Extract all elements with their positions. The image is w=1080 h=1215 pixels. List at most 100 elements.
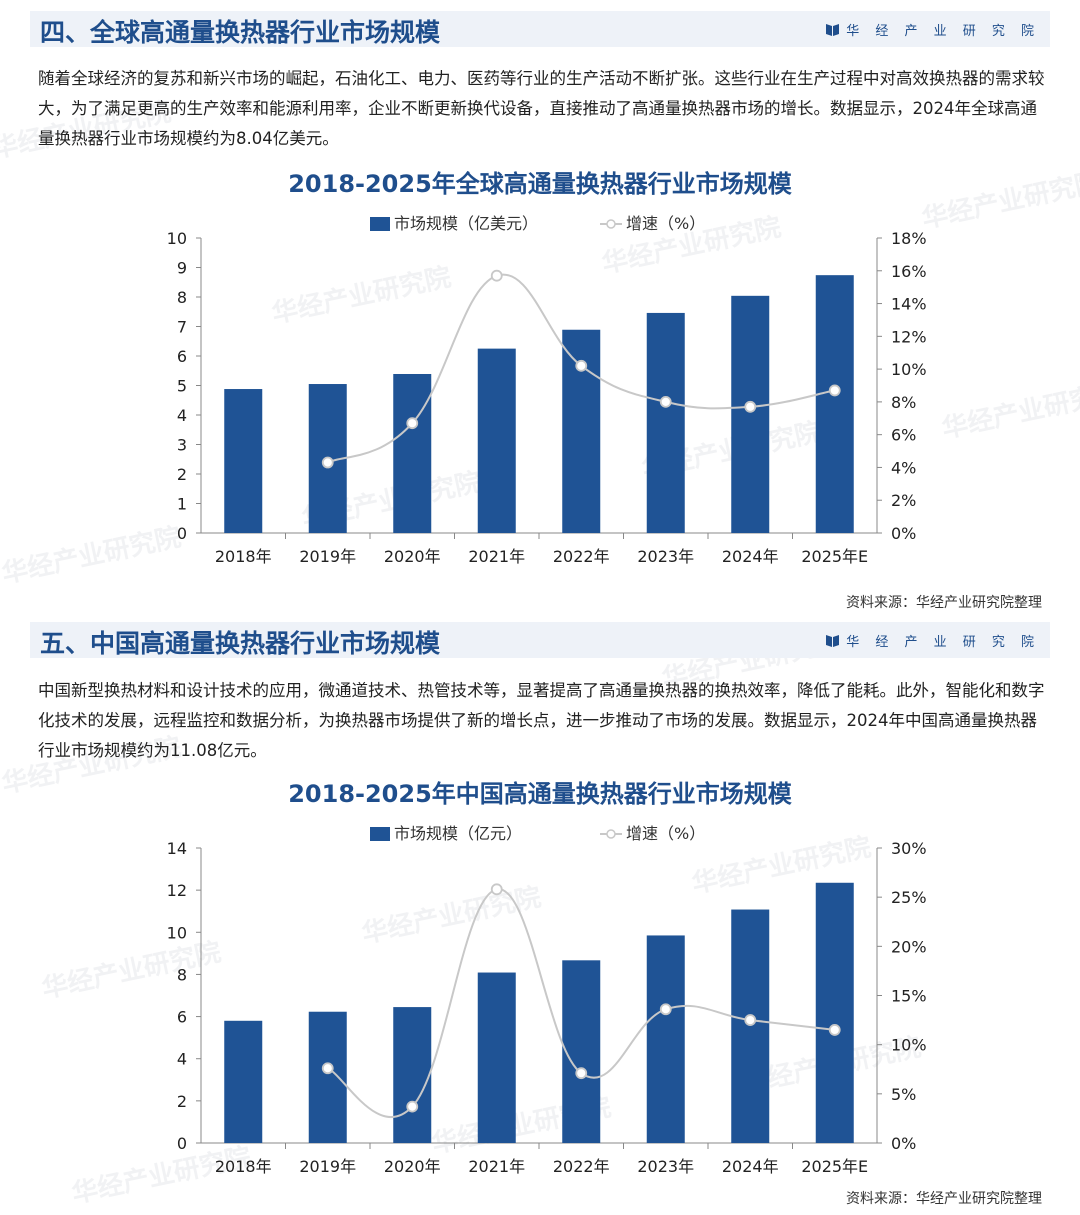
source-note: 资料来源：华经产业研究院整理	[846, 1191, 1042, 1207]
y-left-tick-label: 9	[177, 259, 187, 278]
legend-label-line: 增速（%）	[626, 214, 705, 233]
legend-swatch-bar	[370, 217, 390, 231]
y-right-tick-label: 10%	[891, 360, 927, 379]
y-right-tick-label: 10%	[891, 1036, 927, 1055]
bar	[562, 960, 601, 1143]
x-tick-label: 2023年	[637, 547, 694, 566]
x-tick-label: 2022年	[553, 1157, 610, 1176]
x-tick-label: 2023年	[637, 1157, 694, 1176]
bar	[224, 389, 263, 533]
section-header-china: 五、中国高通量换热器行业市场规模 华 经 产 业 研 究 院	[30, 622, 1050, 658]
chart-title: 2018-2025年中国高通量换热器行业市场规模	[288, 780, 792, 808]
source-note: 资料来源：华经产业研究院整理	[846, 595, 1042, 611]
bar	[731, 909, 770, 1143]
bar	[477, 348, 516, 533]
chart-legend: 市场规模（亿美元） 增速（%）	[370, 214, 705, 233]
x-tick-label: 2020年	[384, 547, 441, 566]
china-market-chart: 市场规模（亿元） 增速（%） 0 2 4 6 8 10 12 14 0% 5% 10% 15% 20% 25%…	[167, 824, 927, 1176]
y-left-tick-label: 0	[177, 524, 187, 543]
y-right-tick-label: 8%	[891, 393, 916, 412]
bar	[731, 295, 770, 533]
y-left-tick-label: 7	[177, 318, 187, 337]
brand-label: 华 经 产 业 研 究 院	[826, 20, 1040, 39]
bar	[477, 972, 516, 1143]
legend-label-bar: 市场规模（亿美元）	[394, 214, 538, 233]
x-tick-label: 2021年	[468, 1157, 525, 1176]
bar	[646, 935, 685, 1143]
growth-point	[659, 395, 672, 408]
x-tick-label: 2024年	[722, 1157, 779, 1176]
growth-point	[321, 1062, 334, 1075]
y-left-tick-label: 6	[177, 347, 187, 366]
y-right-tick-label: 18%	[891, 229, 927, 248]
book-logo-icon	[826, 24, 840, 36]
growth-point	[828, 1024, 841, 1036]
x-tick-label: 2019年	[299, 1157, 356, 1176]
bar	[224, 1020, 263, 1143]
section-paragraph: 中国新型换热材料和设计技术的应用，微通道技术、热管技术等，显著提高了高通量换热器…	[38, 681, 1045, 760]
growth-point	[744, 1014, 757, 1026]
bar	[308, 1011, 347, 1143]
y-left-tick-label: 8	[177, 288, 187, 307]
bar	[815, 882, 854, 1143]
y-right-tick-label: 5%	[891, 1085, 916, 1104]
growth-point	[321, 456, 334, 469]
growth-point	[490, 883, 503, 896]
y-right-tick-label: 2%	[891, 491, 916, 510]
y-left-tick-label: 2	[177, 465, 187, 484]
y-right-tick-label: 0%	[891, 524, 916, 543]
y-left-tick-label: 10	[167, 923, 187, 942]
chart-legend: 市场规模（亿元） 增速（%）	[370, 824, 705, 843]
section-title: 四、全球高通量换热器行业市场规模	[40, 18, 441, 47]
brand-name: 华 经 产 业 研 究 院	[846, 635, 1040, 650]
growth-point	[575, 359, 588, 372]
x-tick-label: 2021年	[468, 547, 525, 566]
x-tick-label: 2020年	[384, 1157, 441, 1176]
y-right-tick-label: 12%	[891, 327, 927, 346]
y-left-tick-label: 3	[177, 436, 187, 455]
brand-name: 华 经 产 业 研 究 院	[846, 24, 1040, 39]
legend-label-line: 增速（%）	[626, 824, 705, 843]
bar	[815, 275, 854, 533]
growth-point	[575, 1067, 588, 1080]
legend-swatch-bar	[370, 827, 390, 841]
legend-label-bar: 市场规模（亿元）	[394, 824, 522, 843]
brand-label: 华 经 产 业 研 究 院	[826, 631, 1040, 650]
growth-point	[659, 1003, 672, 1016]
y-right-tick-label: 0%	[891, 1134, 916, 1153]
legend-swatch-marker	[606, 829, 616, 839]
y-left-tick-label: 4	[177, 406, 187, 425]
y-left-tick-label: 2	[177, 1092, 187, 1111]
y-left-tick-label: 10	[167, 229, 187, 248]
y-right-tick-label: 20%	[891, 937, 927, 956]
x-tick-label: 2019年	[299, 547, 356, 566]
legend-swatch-marker	[606, 219, 616, 229]
y-left-tick-label: 1	[177, 495, 187, 514]
y-right-tick-label: 30%	[891, 839, 927, 858]
growth-point	[828, 384, 841, 397]
growth-point	[490, 269, 503, 282]
x-tick-label: 2018年	[215, 547, 272, 566]
growth-point	[406, 1100, 419, 1113]
global-market-chart: 市场规模（亿美元） 增速（%） 0 1 2 3 4 5 6 7 8 9 10 0% 2% 4% 6% 8% 10% 1…	[167, 214, 927, 566]
y-left-tick-label: 12	[167, 881, 187, 900]
section-title: 五、中国高通量换热器行业市场规模	[40, 629, 441, 658]
x-tick-label: 2025年E	[801, 547, 868, 566]
y-right-tick-label: 16%	[891, 262, 927, 281]
book-logo-icon	[826, 635, 840, 647]
bar	[393, 373, 432, 533]
y-left-tick-label: 14	[167, 839, 187, 858]
y-left-tick-label: 4	[177, 1050, 187, 1069]
growth-point	[744, 400, 757, 413]
section-paragraph: 随着全球经济的复苏和新兴市场的崛起，石油化工、电力、医药等行业的生产活动不断扩张…	[38, 69, 1045, 148]
x-tick-label: 2024年	[722, 547, 779, 566]
bar	[646, 312, 685, 533]
x-tick-label: 2018年	[215, 1157, 272, 1176]
y-right-tick-label: 4%	[891, 458, 916, 477]
y-left-tick-label: 5	[177, 377, 187, 396]
growth-point	[406, 417, 419, 430]
x-tick-label: 2025年E	[801, 1157, 868, 1176]
y-left-tick-label: 0	[177, 1134, 187, 1153]
y-left-tick-label: 8	[177, 965, 187, 984]
section-header-global: 四、全球高通量换热器行业市场规模 华 经 产 业 研 究 院	[30, 11, 1050, 47]
